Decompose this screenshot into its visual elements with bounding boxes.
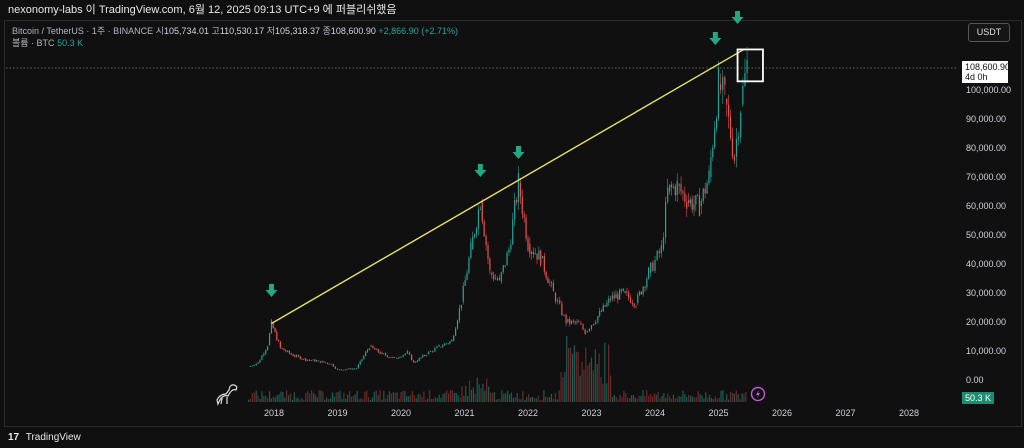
symbol-legend: Bitcoin / TetherUS · 1주 · BINANCE 시105,7… [12,25,458,49]
legend-high-label: 고 [211,26,220,36]
volume-tag: 50.3 K [962,392,994,404]
legend-low: 105,318.37 [275,26,321,36]
legend-change: +2,866.90 (+2.71%) [378,26,458,36]
chart-area[interactable] [4,20,1022,427]
legend-volume-value: 50.3 K [57,38,84,48]
footer-brand[interactable]: TradingView [25,432,81,443]
legend-symbol: Bitcoin / TetherUS · 1주 · BINANCE [12,26,154,36]
legend-close: 108,600.90 [330,26,376,36]
publish-header: nexonomy-labs 이 TradingView.com, 6월 12, … [0,0,1024,20]
bar-countdown: 4d 0h [965,72,988,82]
current-price-value: 108,600.90 [965,62,1011,72]
legend-volume-row: 볼륨 · BTC 50.3 K [12,37,458,49]
legend-ohlc-row: Bitcoin / TetherUS · 1주 · BINANCE 시105,7… [12,25,458,37]
publish-header-text: nexonomy-labs 이 TradingView.com, 6월 12, … [8,4,397,16]
legend-low-label: 저 [266,26,275,36]
footer: 17 TradingView [0,428,1024,448]
tradingview-logo-icon[interactable]: 17 [8,432,20,443]
legend-close-label: 종 [322,26,331,36]
currency-button[interactable]: USDT [968,23,1010,42]
legend-high: 110,530.17 [219,26,265,36]
legend-open-label: 시 [155,26,164,36]
legend-volume-label: 볼륨 · BTC [12,38,55,48]
current-price-tag: 108,600.90 4d 0h [962,61,1011,83]
legend-open: 105,734.01 [163,26,210,36]
